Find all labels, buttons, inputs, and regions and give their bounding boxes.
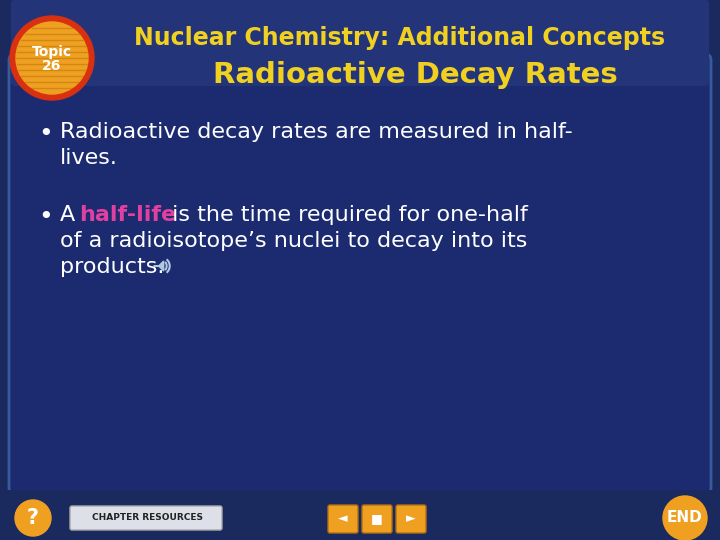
Text: ►: ► — [406, 512, 416, 525]
Polygon shape — [153, 261, 163, 271]
Text: •: • — [38, 205, 53, 229]
Text: END: END — [667, 510, 703, 525]
Circle shape — [10, 16, 94, 100]
Text: •: • — [38, 122, 53, 146]
FancyBboxPatch shape — [328, 505, 358, 533]
Text: ◄: ◄ — [338, 512, 348, 525]
Circle shape — [663, 496, 707, 540]
Text: Radioactive Decay Rates: Radioactive Decay Rates — [212, 61, 617, 89]
Text: A: A — [60, 205, 82, 225]
Circle shape — [15, 500, 51, 536]
Text: lives.: lives. — [60, 148, 118, 168]
Text: of a radioisotope’s nuclei to decay into its: of a radioisotope’s nuclei to decay into… — [60, 231, 527, 251]
Text: ■: ■ — [371, 512, 383, 525]
FancyBboxPatch shape — [396, 505, 426, 533]
Text: ?: ? — [27, 508, 39, 528]
Text: half-life: half-life — [79, 205, 176, 225]
Text: CHAPTER RESOURCES: CHAPTER RESOURCES — [91, 514, 202, 523]
FancyBboxPatch shape — [11, 0, 709, 86]
Text: Nuclear Chemistry: Additional Concepts: Nuclear Chemistry: Additional Concepts — [135, 26, 665, 50]
Text: 26: 26 — [42, 59, 62, 73]
FancyBboxPatch shape — [9, 54, 711, 494]
FancyBboxPatch shape — [0, 490, 720, 540]
Text: products.: products. — [60, 257, 164, 277]
FancyBboxPatch shape — [70, 506, 222, 530]
Circle shape — [16, 22, 88, 94]
FancyBboxPatch shape — [362, 505, 392, 533]
Text: is the time required for one-half: is the time required for one-half — [165, 205, 528, 225]
Text: Radioactive decay rates are measured in half-: Radioactive decay rates are measured in … — [60, 122, 572, 142]
Text: Topic: Topic — [32, 45, 72, 59]
